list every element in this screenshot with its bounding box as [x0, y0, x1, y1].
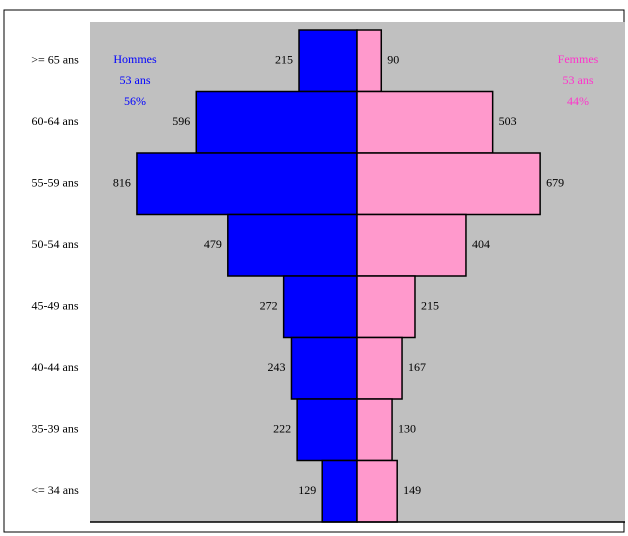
y-tick-label: 55-59 ans	[32, 176, 79, 190]
bar	[356, 29, 383, 93]
value-label: 679	[546, 176, 564, 190]
value-label: 404	[472, 237, 490, 251]
bar	[356, 90, 494, 154]
bar	[356, 398, 393, 462]
y-tick-label: 40-44 ans	[32, 360, 79, 374]
bar	[290, 336, 358, 400]
bar	[298, 29, 358, 93]
value-label: 816	[113, 176, 131, 190]
bar	[227, 213, 358, 277]
bar	[356, 459, 398, 523]
bar	[356, 336, 403, 400]
bar	[296, 398, 358, 462]
value-label: 215	[275, 53, 293, 67]
y-tick-label: <= 34 ans	[31, 483, 79, 497]
bar	[321, 459, 358, 523]
value-label: 243	[267, 360, 285, 374]
annotation: 53 ans	[120, 73, 151, 87]
bar	[136, 152, 358, 216]
bar	[356, 275, 416, 339]
y-tick-label: 35-39 ans	[32, 422, 79, 436]
y-tick-label: >= 65 ans	[31, 53, 79, 67]
bar	[195, 90, 358, 154]
annotation: 44%	[567, 94, 589, 108]
value-label: 90	[387, 53, 399, 67]
value-label: 167	[408, 360, 426, 374]
y-tick-label: 45-49 ans	[32, 299, 79, 313]
legend-label: Hommes	[113, 52, 157, 66]
y-tick-label: 50-54 ans	[32, 237, 79, 251]
value-label: 596	[172, 114, 190, 128]
value-label: 149	[403, 483, 421, 497]
value-label: 479	[204, 237, 222, 251]
value-label: 215	[421, 299, 439, 313]
value-label: 272	[260, 299, 278, 313]
bar	[356, 213, 467, 277]
y-tick-label: 60-64 ans	[32, 114, 79, 128]
legend-label: Femmes	[558, 52, 599, 66]
annotation: 56%	[124, 94, 146, 108]
value-label: 129	[298, 483, 316, 497]
bar	[356, 152, 541, 216]
value-label: 130	[398, 422, 416, 436]
bar	[282, 275, 358, 339]
value-label: 222	[273, 422, 291, 436]
value-label: 503	[499, 114, 517, 128]
annotation: 53 ans	[563, 73, 594, 87]
